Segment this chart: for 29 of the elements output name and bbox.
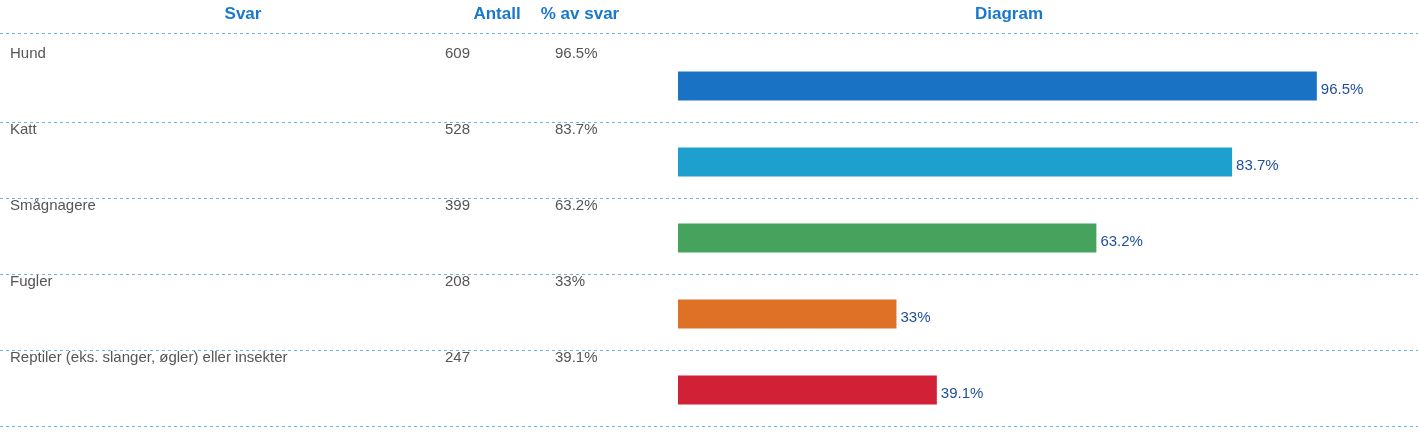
text: 247 <box>445 348 471 366</box>
bar <box>678 299 897 329</box>
bar <box>678 147 1233 177</box>
text: % av svar <box>540 3 620 23</box>
y-tick-label: Reptiler (eks. slanger, øgler) eller insekter <box>10 348 288 366</box>
y-tick-label: Hund <box>10 44 46 62</box>
text: 208 <box>445 272 471 290</box>
text: 528 <box>445 120 471 138</box>
text: 83.7% <box>555 120 598 138</box>
y-tick-label: Katt <box>10 120 38 138</box>
bar <box>678 223 1097 253</box>
text: 39.1% <box>555 348 598 366</box>
text: 609 <box>445 44 471 62</box>
bar <box>678 71 1317 101</box>
data-label: 33% <box>900 308 931 326</box>
data-label: 96.5% <box>1320 80 1364 98</box>
text: Antall <box>473 3 521 23</box>
data-label: 39.1% <box>940 384 984 402</box>
text: 399 <box>445 196 471 214</box>
bar <box>678 375 937 405</box>
chart-title: Diagram <box>974 3 1044 23</box>
text: Svar <box>224 3 262 23</box>
y-tick-label: Smågnagere <box>10 196 96 214</box>
y-tick-label: Fugler <box>10 272 53 290</box>
text: 96.5% <box>555 44 598 62</box>
data-label: 83.7% <box>1236 156 1279 174</box>
text: 63.2% <box>555 196 598 214</box>
data-label: 63.2% <box>1100 232 1143 250</box>
text: 33% <box>555 272 586 290</box>
